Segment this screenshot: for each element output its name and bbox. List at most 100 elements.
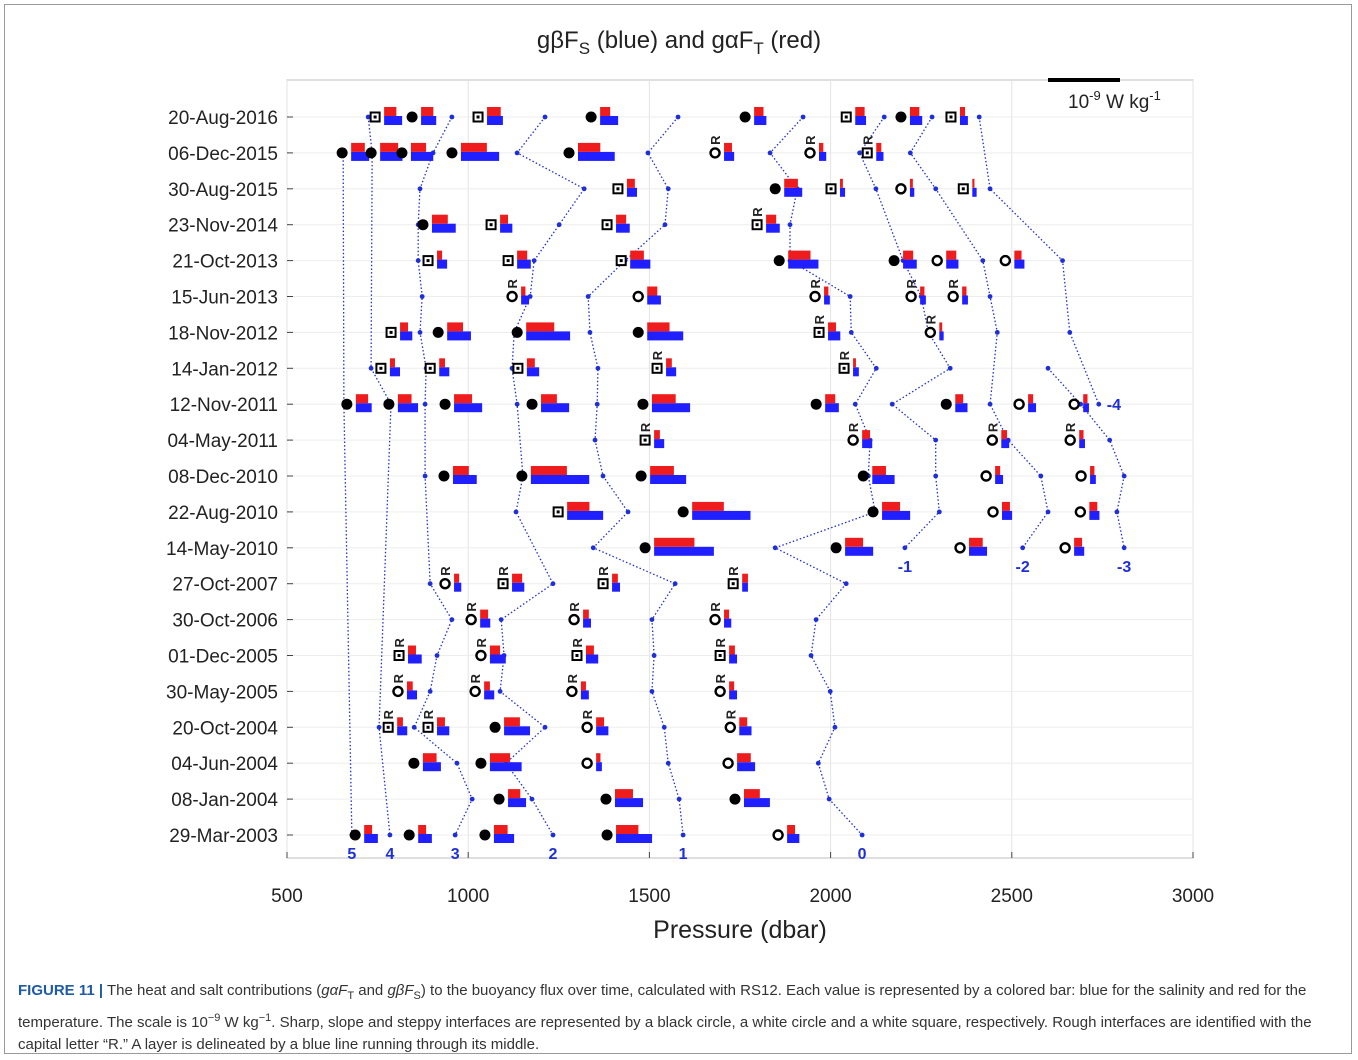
layer-point bbox=[514, 150, 520, 156]
layer-point bbox=[848, 330, 854, 335]
slope-marker bbox=[999, 254, 1012, 267]
heat-bar bbox=[585, 645, 594, 655]
layer-point bbox=[411, 724, 417, 730]
layer-point bbox=[415, 258, 421, 263]
layer-point bbox=[881, 114, 887, 120]
layer-point bbox=[449, 617, 455, 622]
caption-text: T bbox=[347, 990, 355, 1002]
sharp-marker bbox=[773, 255, 785, 267]
sharp-marker bbox=[406, 111, 418, 123]
steppy-dot bbox=[386, 725, 390, 729]
salt-bar bbox=[743, 798, 770, 808]
layer-line bbox=[587, 116, 684, 836]
salt-bar bbox=[351, 151, 370, 161]
heat-bar bbox=[418, 825, 427, 834]
salt-bar bbox=[480, 618, 491, 628]
heat-bar bbox=[517, 250, 528, 260]
heat-bar bbox=[487, 107, 501, 116]
salt-bar bbox=[1090, 475, 1096, 484]
heat-bar bbox=[397, 394, 412, 404]
heat-bar bbox=[530, 466, 567, 475]
sharp-marker bbox=[493, 793, 505, 805]
salt-bar bbox=[580, 690, 589, 700]
slope-marker bbox=[809, 290, 821, 303]
heat-bar bbox=[480, 609, 489, 619]
steppy-dot bbox=[426, 725, 430, 729]
rough-label: R bbox=[567, 602, 582, 612]
salt-bar bbox=[1002, 510, 1013, 520]
salt-bar bbox=[742, 582, 748, 592]
rough-label: R bbox=[723, 709, 738, 719]
salt-bar bbox=[946, 259, 959, 269]
salt-bar bbox=[397, 726, 408, 736]
layer-point bbox=[542, 114, 548, 120]
slope-marker bbox=[980, 470, 992, 482]
heat-bar bbox=[955, 394, 964, 404]
layer-point bbox=[902, 545, 908, 551]
heat-bar bbox=[828, 322, 836, 332]
layer-line bbox=[413, 116, 473, 836]
salt-bar bbox=[578, 151, 615, 161]
salt-bar bbox=[959, 116, 968, 125]
rough-label: R bbox=[381, 709, 396, 719]
layer-point bbox=[368, 365, 374, 371]
rough-label: R bbox=[713, 638, 728, 648]
layer-label: -2 bbox=[1016, 559, 1030, 576]
steppy-dot bbox=[817, 330, 821, 334]
heat-bar bbox=[526, 322, 555, 332]
sharp-marker bbox=[635, 470, 647, 482]
steppy-dot bbox=[844, 115, 848, 119]
salt-bar bbox=[955, 403, 968, 413]
layer-point bbox=[933, 437, 939, 443]
sharp-marker bbox=[563, 147, 575, 159]
heat-bar bbox=[882, 501, 901, 511]
heat-bar bbox=[400, 322, 408, 332]
steppy-dot bbox=[373, 115, 377, 119]
sharp-marker bbox=[396, 147, 408, 159]
layer-point bbox=[800, 114, 806, 120]
layer-point bbox=[1096, 401, 1102, 407]
scale-superscript: -1 bbox=[1149, 88, 1161, 103]
plot-area bbox=[286, 79, 1194, 859]
heat-bar bbox=[508, 789, 521, 799]
salt-bar bbox=[909, 116, 923, 125]
layer-point bbox=[976, 114, 982, 120]
layer-point bbox=[454, 760, 460, 766]
heat-bar bbox=[567, 501, 590, 511]
salt-bar bbox=[389, 367, 401, 377]
heat-bar bbox=[1090, 466, 1095, 475]
layer-point bbox=[625, 509, 631, 515]
steppy-dot bbox=[556, 510, 560, 514]
rough-label: R bbox=[750, 207, 765, 217]
layer-point bbox=[427, 581, 433, 587]
layer-label: -1 bbox=[898, 559, 912, 576]
rough-label: R bbox=[923, 314, 938, 324]
salt-bar bbox=[596, 762, 602, 772]
heat-bar bbox=[504, 717, 520, 727]
sharp-marker bbox=[637, 398, 649, 410]
y-tick-label: 06-Dec-2015 bbox=[168, 144, 278, 165]
rough-label: R bbox=[708, 602, 723, 612]
salt-bar bbox=[596, 726, 609, 736]
heat-bar bbox=[489, 753, 511, 763]
heat-bar bbox=[384, 107, 397, 116]
layer-point bbox=[847, 294, 853, 299]
heat-bar bbox=[484, 681, 490, 691]
layer-point bbox=[808, 653, 814, 658]
salt-bar bbox=[840, 187, 846, 197]
heat-bar bbox=[1002, 501, 1010, 511]
layer-point bbox=[889, 401, 895, 407]
salt-bar bbox=[526, 367, 540, 377]
salt-bar bbox=[400, 331, 413, 341]
layer-point bbox=[662, 222, 668, 228]
y-tick-label: 14-Jan-2012 bbox=[171, 359, 278, 380]
sharp-marker bbox=[739, 111, 751, 123]
rough-label: R bbox=[596, 566, 611, 576]
rough-label: R bbox=[708, 135, 723, 145]
slope-marker bbox=[465, 613, 477, 626]
heat-bar bbox=[512, 573, 523, 583]
salt-bar bbox=[447, 331, 471, 341]
heat-bar bbox=[526, 358, 535, 368]
salt-bar bbox=[972, 187, 977, 197]
